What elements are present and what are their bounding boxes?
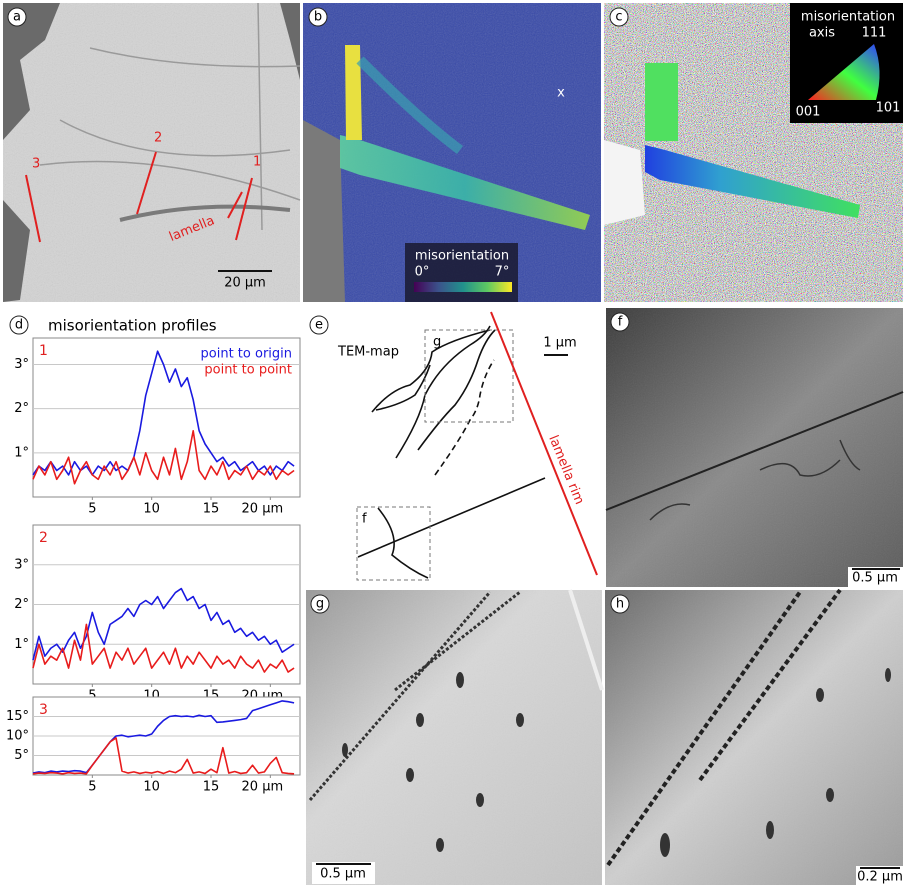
- x-tick-label: 10: [143, 780, 160, 795]
- loop: [436, 838, 444, 852]
- unindexed-region: [303, 120, 345, 302]
- loop: [476, 793, 484, 807]
- image-noise: [606, 308, 903, 587]
- y-tick-label: 3°: [14, 557, 29, 572]
- dislocation-traces: [358, 326, 545, 578]
- unindexed-region: [604, 140, 645, 225]
- y-tick-label: 1°: [14, 637, 29, 652]
- legend-title: misorientation: [801, 10, 895, 25]
- y-tick-label: 15°: [6, 709, 29, 724]
- profile-label: 1: [253, 155, 261, 170]
- corner-label: 001: [796, 105, 821, 120]
- panel-d: d misorientation profiles 1°2°3°5101520 …: [6, 316, 300, 795]
- legend-title: axis: [809, 26, 835, 41]
- lamella-rim: [491, 312, 597, 575]
- panel-label: f: [618, 315, 623, 330]
- image-noise: [3, 3, 300, 302]
- inset-label: f: [362, 512, 367, 527]
- colorbar-max: 7°: [495, 265, 510, 280]
- loop: [406, 768, 414, 782]
- panel-label: a: [13, 10, 21, 25]
- scale-label: 0.2 µm: [857, 870, 903, 885]
- colorbar-title: misorientation: [415, 249, 509, 264]
- x-tick-label: 20 µm: [242, 502, 284, 517]
- profile-label: 3: [32, 157, 40, 172]
- loop: [826, 788, 834, 802]
- scale-label: 1 µm: [543, 336, 576, 351]
- scale-label: 20 µm: [224, 276, 266, 291]
- x-tick-label: 20 µm: [242, 780, 284, 795]
- trace: [358, 478, 545, 557]
- panel-label: d: [15, 318, 23, 333]
- loop: [342, 743, 348, 757]
- panel-f: 0.5 µm f: [606, 308, 903, 587]
- corner-label: 111: [862, 26, 887, 41]
- chart-title: 1: [39, 343, 48, 359]
- page-body: { "panels": { "a": {"label": "a", "profi…: [0, 0, 906, 888]
- y-tick-label: 3°: [14, 357, 29, 372]
- image-noise: [605, 590, 903, 885]
- high-misorientation: [645, 63, 678, 141]
- x-tick-label: 10: [143, 502, 160, 517]
- loop: [516, 713, 524, 727]
- y-tick-label: 1°: [14, 445, 29, 460]
- colorbar-min: 0°: [415, 265, 430, 280]
- figure: 3 2 1 lamella 20 µm a x misorientation 0…: [0, 0, 906, 888]
- page: Misorientation figure html,body{margin:0…: [0, 0, 906, 888]
- chart-title: 3: [39, 702, 48, 718]
- loop: [885, 668, 891, 682]
- high-misorientation: [345, 45, 362, 140]
- colorbar: [414, 282, 512, 292]
- loop: [456, 672, 464, 688]
- profile-label: 2: [154, 131, 162, 146]
- x-tick-label: 15: [203, 780, 220, 795]
- image-noise: [306, 590, 602, 885]
- scale-label: 0.5 µm: [320, 867, 366, 882]
- scale-label: 0.5 µm: [852, 571, 898, 586]
- panel-h: 0.2 µm h: [605, 590, 903, 886]
- x-tick-label: 5: [88, 780, 96, 795]
- y-tick-label: 2°: [14, 597, 29, 612]
- y-tick-label: 5°: [14, 748, 29, 763]
- loop: [416, 713, 424, 727]
- panel-c: misorientation axis 111 001 101 c: [604, 3, 903, 302]
- panel-label: b: [314, 10, 322, 25]
- trace: [378, 508, 428, 578]
- point-marker: x: [557, 86, 565, 101]
- loop: [816, 688, 824, 702]
- map-title: TEM-map: [337, 345, 399, 360]
- legend-entry: point to point: [204, 363, 292, 378]
- panel-label: e: [315, 318, 323, 333]
- inset-label: g: [433, 335, 441, 350]
- panel-a: 3 2 1 lamella 20 µm a: [3, 3, 300, 302]
- x-tick-label: 5: [88, 502, 96, 517]
- panel-label: g: [316, 597, 324, 612]
- panel-g: 0.5 µm g: [306, 590, 602, 885]
- panel-label: h: [616, 597, 624, 612]
- loop: [660, 833, 670, 857]
- x-tick-label: 15: [203, 502, 220, 517]
- panel-e: e TEM-map g f lamella rim 1 µm: [310, 312, 597, 580]
- legend-entry: point to origin: [201, 347, 292, 362]
- loop: [766, 821, 774, 839]
- panel-label: c: [615, 10, 622, 25]
- y-tick-label: 10°: [6, 729, 29, 744]
- panel-title: misorientation profiles: [48, 317, 217, 335]
- y-tick-label: 2°: [14, 401, 29, 416]
- panel-b: x misorientation 0° 7° b: [303, 3, 601, 302]
- chart-title: 2: [39, 530, 48, 546]
- corner-label: 101: [876, 101, 901, 116]
- trace: [418, 330, 495, 450]
- trace: [372, 330, 490, 412]
